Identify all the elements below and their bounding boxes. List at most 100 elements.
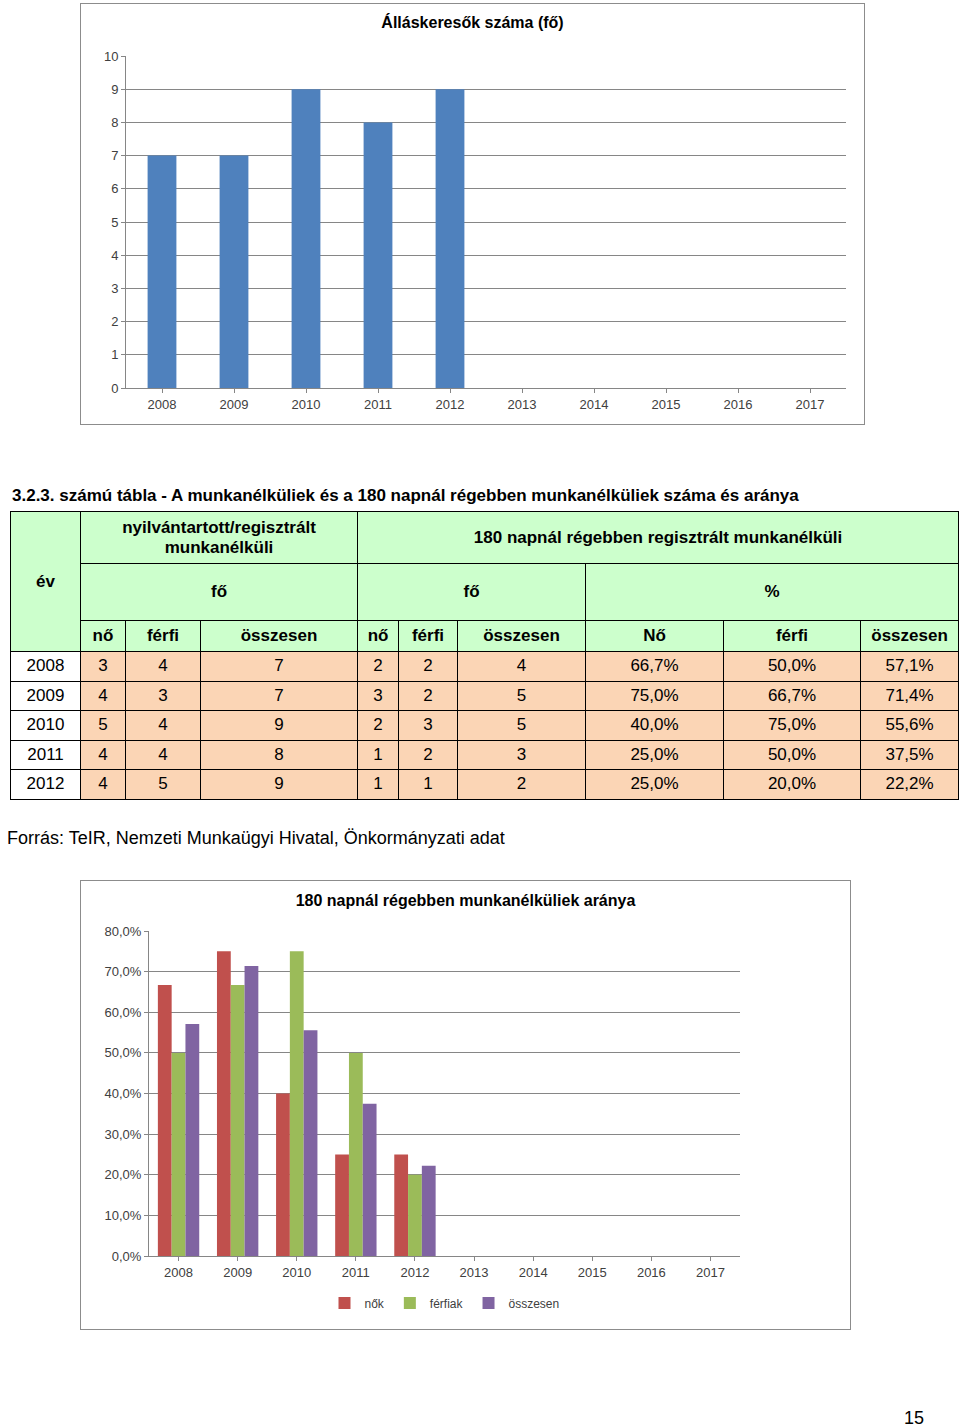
- svg-text:2014: 2014: [580, 397, 609, 412]
- svg-text:2017: 2017: [696, 1265, 725, 1280]
- html-text:nyilvántartott/regisztrált mun: nyilvántartott/regisztrált munkanélküli: [122, 517, 316, 557]
- svg-text:2011: 2011: [364, 397, 392, 412]
- svg-text:50,0%: 50,0%: [105, 1045, 142, 1060]
- html-text:3.2.3. számú tábla - A munkané: 3.2.3. számú tábla - A munkanélküliek és…: [12, 486, 799, 505]
- svg-text:9: 9: [111, 82, 118, 97]
- html-text:összesen: összesen: [871, 626, 948, 645]
- svg-text:6: 6: [111, 181, 118, 196]
- html-text:összesen: összesen: [483, 626, 560, 645]
- html-text:2009: 2009: [26, 685, 65, 705]
- html-text:férfi: férfi: [146, 626, 180, 645]
- html-text:71,4%: 71,4%: [885, 685, 934, 705]
- html-text:3: 3: [158, 685, 168, 705]
- html-text:5: 5: [98, 715, 108, 735]
- svg-text:30,0%: 30,0%: [105, 1127, 142, 1142]
- svg-text:2016: 2016: [637, 1265, 666, 1280]
- svg-text:0,0%: 0,0%: [112, 1249, 142, 1264]
- svg-text:5: 5: [111, 215, 118, 230]
- html-text:50,0%: 50,0%: [767, 744, 817, 764]
- svg-text:2012: 2012: [400, 1265, 429, 1280]
- html-text:2008: 2008: [26, 656, 65, 676]
- html-text:3: 3: [98, 656, 108, 676]
- html-text:Nő: Nő: [643, 626, 666, 645]
- svg-text:2013: 2013: [460, 1265, 489, 1280]
- html-text:37,5%: 37,5%: [885, 744, 934, 764]
- html-text:20,0%: 20,0%: [767, 774, 817, 794]
- svg-text:2013: 2013: [508, 397, 537, 412]
- html-text:3: 3: [373, 685, 383, 705]
- svg-text:60,0%: 60,0%: [105, 1005, 142, 1020]
- svg-text:2015: 2015: [578, 1265, 607, 1280]
- html-text:7: 7: [274, 685, 284, 705]
- svg-text:180 napnál régebben munkanélkü: 180 napnál régebben munkanélküliek arány…: [296, 892, 636, 909]
- svg-text:2016: 2016: [724, 397, 753, 412]
- svg-text:2012: 2012: [436, 397, 465, 412]
- html-text:2011: 2011: [27, 744, 64, 764]
- html-text:fő: fő: [211, 582, 227, 601]
- svg-text:2009: 2009: [220, 397, 249, 412]
- html-text:9: 9: [274, 715, 284, 735]
- html-text:25,0%: 25,0%: [630, 774, 679, 794]
- html-text:2: 2: [423, 685, 433, 705]
- svg-text:2008: 2008: [148, 397, 177, 412]
- svg-text:4: 4: [111, 248, 118, 263]
- html-text:180 napnál régebben regisztrál: 180 napnál régebben regisztrált munkanél…: [473, 527, 843, 547]
- svg-text:2015: 2015: [652, 397, 681, 412]
- html-text:50,0%: 50,0%: [767, 656, 817, 676]
- svg-text:összesen: összesen: [509, 1297, 560, 1311]
- html-text:nő: nő: [92, 626, 114, 645]
- html-text:4: 4: [158, 656, 168, 676]
- html-text:40,0%: 40,0%: [630, 715, 679, 735]
- html-text:5: 5: [516, 685, 527, 705]
- svg-text:10,0%: 10,0%: [105, 1208, 142, 1223]
- svg-text:8: 8: [111, 115, 118, 130]
- html-text:57,1%: 57,1%: [885, 656, 934, 676]
- svg-text:2017: 2017: [796, 397, 825, 412]
- svg-text:20,0%: 20,0%: [105, 1167, 142, 1182]
- svg-text:2010: 2010: [292, 397, 321, 412]
- svg-text:2: 2: [111, 314, 118, 329]
- html-text:66,7%: 66,7%: [767, 685, 817, 705]
- svg-text:Álláskeresők száma (fő): Álláskeresők száma (fő): [381, 13, 563, 31]
- html-text:4: 4: [98, 685, 108, 705]
- html-text:összesen: összesen: [240, 626, 318, 645]
- html-text:4: 4: [158, 715, 168, 735]
- html-text:75,0%: 75,0%: [630, 685, 679, 705]
- html-text:66,7%: 66,7%: [630, 656, 679, 676]
- html-text:2010: 2010: [26, 715, 65, 735]
- html-text:75,0%: 75,0%: [767, 715, 817, 735]
- html-text:3: 3: [516, 744, 527, 764]
- svg-text:80,0%: 80,0%: [105, 924, 142, 939]
- html-text:7: 7: [274, 656, 284, 676]
- html-text:nő: nő: [367, 626, 389, 645]
- svg-text:1: 1: [111, 347, 118, 362]
- svg-text:70,0%: 70,0%: [105, 964, 142, 979]
- svg-text:férfiak: férfiak: [430, 1297, 464, 1311]
- svg-text:0: 0: [111, 381, 118, 396]
- svg-text:nők: nők: [365, 1297, 385, 1311]
- svg-text:2010: 2010: [282, 1265, 311, 1280]
- svg-text:7: 7: [111, 148, 118, 163]
- html-text:22,2%: 22,2%: [885, 774, 934, 794]
- html-text:fő: fő: [463, 582, 480, 601]
- html-text:15: 15: [904, 1408, 924, 1428]
- html-text:25,0%: 25,0%: [630, 744, 679, 764]
- html-text:4: 4: [516, 656, 527, 676]
- html-text:férfi: férfi: [776, 626, 809, 645]
- html-text:2: 2: [373, 656, 383, 676]
- html-text:55,6%: 55,6%: [885, 715, 934, 735]
- svg-text:2008: 2008: [164, 1265, 193, 1280]
- svg-text:40,0%: 40,0%: [105, 1086, 142, 1101]
- html-text:év: év: [36, 571, 55, 591]
- html-text:Forrás: TeIR, Nemzeti Munkaügy: Forrás: TeIR, Nemzeti Munkaügyi Hivatal,…: [7, 828, 505, 848]
- html-text:2012: 2012: [26, 774, 65, 794]
- html-text:férfi: férfi: [412, 626, 445, 645]
- html-text:2: 2: [423, 656, 433, 676]
- svg-text:10: 10: [104, 49, 118, 64]
- html-text:5: 5: [516, 715, 527, 735]
- svg-text:3: 3: [111, 281, 118, 296]
- svg-text:2009: 2009: [223, 1265, 252, 1280]
- svg-text:2014: 2014: [519, 1265, 548, 1280]
- svg-text:2011: 2011: [342, 1265, 370, 1280]
- html-text:2: 2: [516, 774, 527, 794]
